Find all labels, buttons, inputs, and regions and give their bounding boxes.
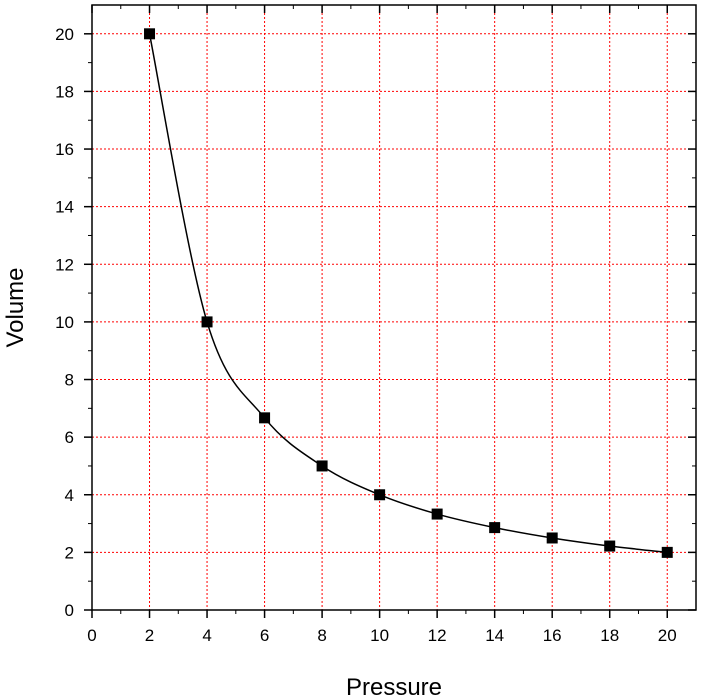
data-point (201, 316, 213, 328)
data-point (144, 28, 156, 40)
x-tick-label: 10 (370, 626, 389, 645)
data-point (431, 508, 443, 520)
data-point (546, 532, 558, 544)
data-point (316, 460, 328, 472)
y-tick-label: 6 (65, 428, 74, 447)
series-line (148, 33, 668, 554)
y-tick-label: 16 (55, 140, 74, 159)
y-tick-label: 2 (65, 543, 74, 562)
data-point (604, 540, 616, 552)
grid (92, 5, 696, 610)
y-tick-label: 18 (55, 82, 74, 101)
x-tick-label: 16 (543, 626, 562, 645)
ticks (84, 5, 696, 618)
data-point (374, 489, 386, 501)
y-tick-label: 0 (65, 601, 74, 620)
x-tick-label: 12 (428, 626, 447, 645)
y-axis-title: Volume (2, 267, 29, 347)
data-point (661, 546, 673, 558)
x-tick-label: 0 (87, 626, 96, 645)
y-tick-label: 10 (55, 313, 74, 332)
x-tick-label: 4 (202, 626, 211, 645)
x-tick-label: 8 (317, 626, 326, 645)
y-tick-label: 14 (55, 198, 74, 217)
x-tick-label: 14 (485, 626, 504, 645)
x-tick-label: 2 (145, 626, 154, 645)
markers (144, 28, 673, 558)
tick-labels: 0 2 4 6 8 10 12 14 16 18 20 0 2 4 6 8 10 12 14 16 18 20 (55, 25, 677, 645)
plot-frame (91, 4, 697, 611)
y-tick-label: 12 (55, 255, 74, 274)
data-point (489, 522, 501, 534)
y-tick-label: 8 (65, 371, 74, 390)
y-tick-label: 20 (55, 25, 74, 44)
data-point (259, 412, 271, 424)
y-tick-label: 4 (65, 486, 74, 505)
x-tick-label: 20 (658, 626, 677, 645)
x-axis-title: Pressure (346, 674, 442, 699)
x-tick-label: 6 (260, 626, 269, 645)
x-tick-label: 18 (600, 626, 619, 645)
